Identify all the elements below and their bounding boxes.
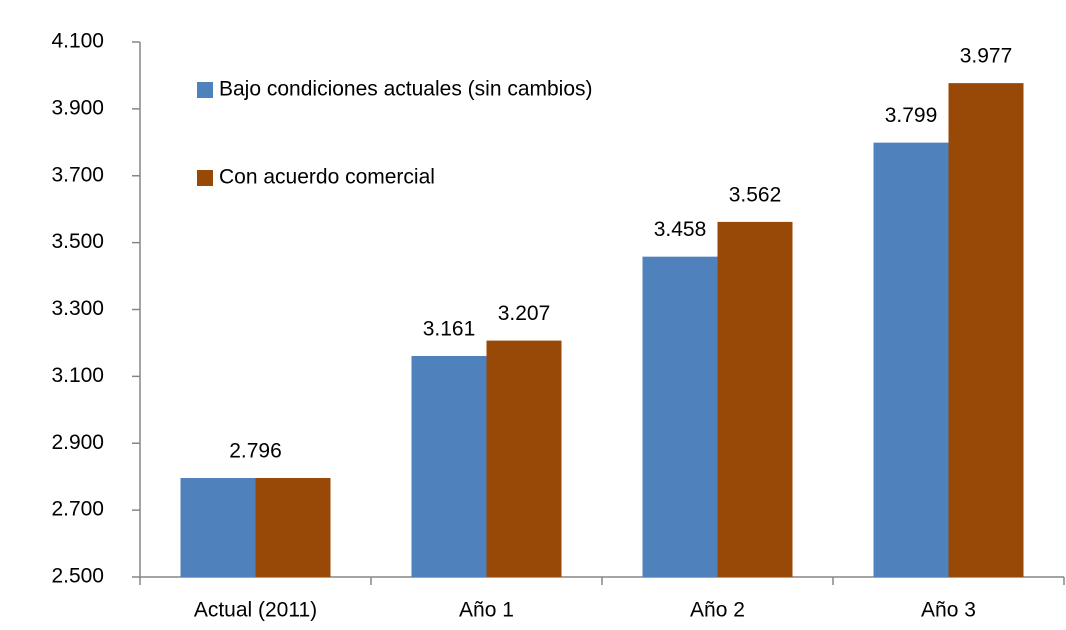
y-tick-label: 3.100 (51, 364, 104, 387)
x-tick-label: Año 1 (459, 599, 514, 622)
y-tick-label: 3.500 (51, 230, 104, 253)
y-tick-label: 4.100 (51, 30, 104, 53)
value-label: 2.796 (229, 440, 282, 463)
x-tick-label: Año 3 (921, 599, 976, 622)
bar (717, 221, 793, 578)
y-tick-label: 3.300 (51, 297, 104, 320)
y-tick-label: 2.500 (51, 565, 104, 588)
bar (411, 355, 487, 577)
value-label: 3.458 (654, 218, 707, 241)
bar (255, 478, 331, 577)
x-tick-label: Actual (2011) (194, 599, 317, 622)
y-tick-label: 2.700 (51, 498, 104, 521)
y-tick-label: 3.900 (51, 96, 104, 119)
bar (180, 478, 256, 577)
legend-swatch (197, 170, 213, 186)
x-tick-label: Año 2 (690, 599, 745, 622)
value-label: 3.799 (885, 104, 938, 127)
bar (873, 142, 949, 577)
bar (948, 83, 1024, 578)
value-label: 3.977 (960, 45, 1013, 68)
value-label: 3.207 (498, 302, 551, 325)
legend-label: Con acuerdo comercial (219, 166, 435, 189)
y-tick-label: 2.900 (51, 431, 104, 454)
value-label: 3.161 (423, 318, 476, 341)
value-label: 3.562 (729, 183, 782, 206)
bar (486, 340, 562, 577)
y-tick-label: 3.700 (51, 163, 104, 186)
legend-label: Bajo condiciones actuales (sin cambios) (219, 78, 593, 101)
bar (642, 256, 718, 577)
legend-swatch (197, 82, 213, 98)
